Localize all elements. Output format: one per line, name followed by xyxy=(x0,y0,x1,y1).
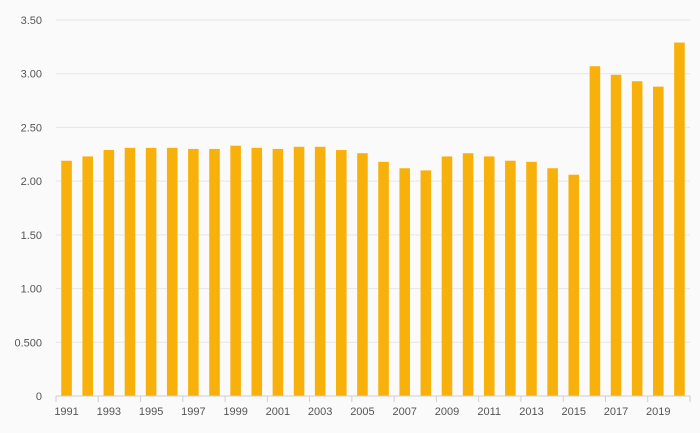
y-axis-tick-labels: 0 0.500 1.00 1.50 2.00 2.50 3.00 3.50 xyxy=(14,15,42,403)
bar-1995 xyxy=(145,147,157,396)
bar-1998 xyxy=(209,148,220,396)
x-tick-label: 2005 xyxy=(350,406,374,418)
x-tick-label: 1999 xyxy=(223,406,247,418)
y-tick-label: 3.50 xyxy=(21,15,42,27)
bar-1996 xyxy=(166,147,178,396)
y-tick-label: 1.00 xyxy=(21,284,42,296)
bar-2014 xyxy=(547,168,558,396)
x-tick-label: 2015 xyxy=(562,406,586,418)
bar-2010 xyxy=(462,153,474,396)
bar-2003 xyxy=(314,146,326,396)
y-tick-label: 1.50 xyxy=(21,230,42,242)
x-tick-label: 2019 xyxy=(646,406,670,418)
x-tick-label: 2009 xyxy=(435,406,459,418)
x-tick-label: 2011 xyxy=(477,406,501,418)
y-tick-label: 0.500 xyxy=(14,337,42,349)
bar-2004 xyxy=(336,149,347,396)
bar-2002 xyxy=(293,146,305,396)
y-tick-label: 3.00 xyxy=(21,69,42,81)
bar-1994 xyxy=(124,147,136,396)
x-tick-label: 2003 xyxy=(308,406,332,418)
bar-2016 xyxy=(589,66,601,396)
grid-lines xyxy=(56,19,690,343)
bar-2008 xyxy=(420,170,432,396)
bar-1993 xyxy=(103,149,115,396)
x-tick-label: 2001 xyxy=(266,406,290,418)
y-tick-label: 2.00 xyxy=(21,176,42,188)
y-tick-label: 0 xyxy=(36,391,42,403)
bar-2007 xyxy=(399,168,410,396)
x-tick-label: 2017 xyxy=(604,406,628,418)
bar-1991 xyxy=(61,160,72,396)
bar-2012 xyxy=(505,160,516,396)
bar-series xyxy=(61,42,685,397)
bar-1997 xyxy=(188,148,199,396)
bar-2011 xyxy=(483,156,495,396)
x-tick-label: 2013 xyxy=(519,406,543,418)
bar-2009 xyxy=(441,156,453,396)
x-tick-label: 2007 xyxy=(392,406,416,418)
x-tick-label: 1993 xyxy=(97,406,121,418)
bar-2015 xyxy=(568,174,580,396)
bar-2001 xyxy=(272,148,284,396)
x-axis-tick-labels: 1991 1993 1995 1997 1999 2001 2003 2005 2007 2009… xyxy=(54,406,670,418)
bar-2013 xyxy=(526,161,537,396)
x-tick-label: 1991 xyxy=(54,406,78,418)
bar-2006 xyxy=(378,161,389,396)
axes xyxy=(55,395,691,402)
bar-2019 xyxy=(653,86,664,397)
bar-2017 xyxy=(610,74,622,396)
bar-1992 xyxy=(82,156,93,396)
bar-2000 xyxy=(251,147,263,396)
x-tick-label: 1995 xyxy=(139,406,163,418)
bar-2018 xyxy=(631,81,643,396)
y-tick-label: 2.50 xyxy=(21,122,42,134)
x-tick-label: 1997 xyxy=(181,406,205,418)
bar-1999 xyxy=(230,145,241,396)
bar-2020 xyxy=(674,42,685,397)
bar-2005 xyxy=(357,153,368,396)
